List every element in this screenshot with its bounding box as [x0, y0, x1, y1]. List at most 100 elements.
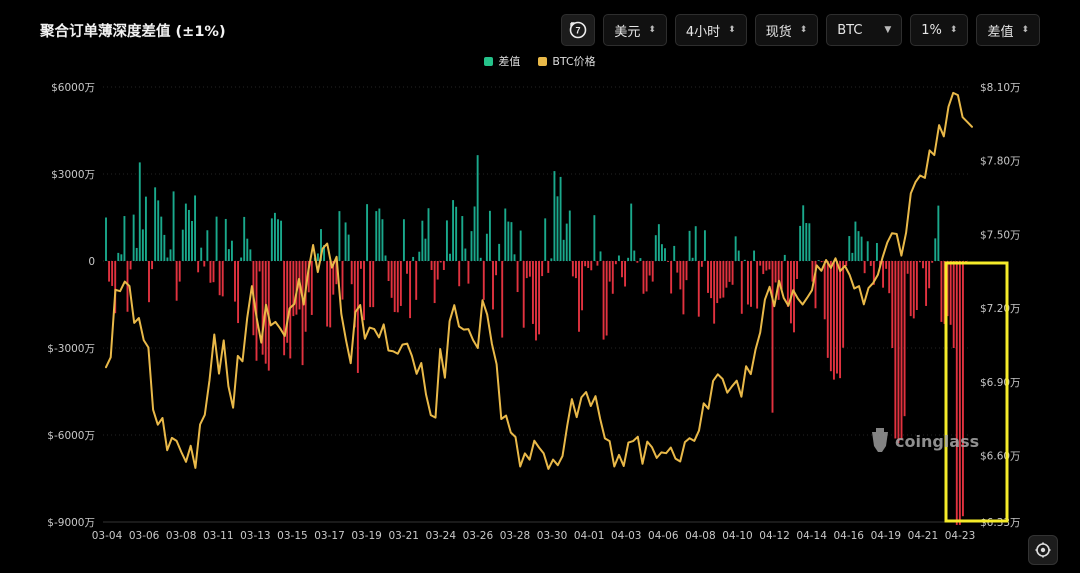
bar-positive: [117, 252, 120, 261]
bar-negative: [369, 261, 372, 308]
bar-positive: [848, 236, 851, 261]
bar-positive: [479, 257, 482, 261]
x-tick-label: 03-08: [166, 530, 197, 542]
bar-negative: [151, 261, 154, 270]
legend-swatch-diff: [484, 56, 494, 66]
bar-negative: [762, 261, 765, 275]
x-tick-label: 03-21: [388, 530, 419, 542]
bar-negative: [811, 261, 814, 282]
interval-select[interactable]: 4小时 ⬍: [674, 14, 747, 46]
metric-select[interactable]: 差值 ⬍: [976, 14, 1040, 46]
page-title: 聚合订单薄深度差值 (±1%): [40, 24, 226, 40]
watermark-text: coinglass: [895, 432, 979, 451]
bar-positive: [412, 256, 415, 261]
bar-positive: [166, 257, 169, 261]
bar-positive: [630, 203, 633, 261]
bar-positive: [559, 176, 562, 261]
y-left-tick-label: $-9000万: [47, 517, 95, 529]
bar-negative: [363, 261, 365, 321]
bar-negative: [531, 261, 534, 324]
bar-positive: [513, 254, 516, 261]
x-tick-label: 04-06: [648, 530, 679, 542]
bar-positive: [344, 222, 347, 261]
bar-positive: [464, 248, 467, 261]
bar-positive: [633, 250, 636, 261]
range-value: 1%: [921, 22, 942, 38]
symbol-value: BTC: [837, 22, 863, 38]
symbol-select[interactable]: BTC ▼: [826, 14, 903, 46]
bar-positive: [135, 247, 138, 261]
bar-negative: [310, 261, 313, 315]
toolbar: 7 美元 ⬍ 4小时 ⬍ 现货 ⬍ BTC ▼ 1% ⬍ 差值 ⬍: [561, 14, 1040, 46]
bar-negative: [814, 261, 817, 309]
x-tick-label: 03-19: [351, 530, 382, 542]
x-tick-label: 03-04: [92, 530, 123, 542]
bar-positive: [138, 162, 141, 261]
bar-positive: [851, 252, 854, 261]
x-tick-label: 04-14: [796, 530, 827, 542]
legend-item-price[interactable]: BTC价格: [538, 53, 596, 69]
bar-negative: [642, 261, 645, 294]
bar-negative: [258, 261, 261, 272]
bar-negative: [433, 261, 436, 304]
bar-negative: [516, 261, 519, 293]
bar-negative: [611, 261, 614, 294]
bar-positive: [378, 208, 381, 261]
bar-negative: [885, 261, 888, 269]
bar-negative: [823, 261, 826, 320]
bar-negative: [261, 261, 264, 355]
legend-item-diff[interactable]: 差值: [484, 53, 520, 69]
bar-negative: [897, 261, 900, 444]
bar-positive: [270, 218, 273, 261]
bar-positive: [181, 229, 184, 261]
bar-positive: [593, 215, 596, 261]
bar-negative: [774, 261, 777, 283]
refresh-button[interactable]: 7: [561, 14, 596, 46]
svg-text:7: 7: [576, 26, 581, 36]
bar-negative: [648, 261, 651, 276]
bar-negative: [768, 261, 771, 270]
bar-negative: [525, 261, 528, 279]
bar-negative: [651, 261, 654, 282]
bar-positive: [163, 234, 166, 261]
settings-button[interactable]: [1028, 535, 1058, 565]
bar-negative: [793, 261, 795, 333]
bar-negative: [946, 261, 949, 317]
bar-positive: [449, 253, 451, 261]
bar-negative: [439, 261, 442, 263]
bar-negative: [535, 261, 537, 341]
bar-negative: [129, 261, 132, 270]
bar-negative: [329, 261, 332, 328]
bar-negative: [842, 261, 845, 348]
bar-positive: [375, 211, 378, 261]
currency-value: 美元: [614, 24, 641, 40]
bar-positive: [875, 243, 878, 261]
bar-negative: [667, 261, 670, 262]
bar-positive: [424, 238, 427, 261]
bar-negative: [390, 261, 393, 298]
bar-negative: [415, 261, 418, 300]
bar-negative: [209, 261, 212, 283]
bar-negative: [596, 261, 599, 266]
bar-positive: [215, 216, 218, 261]
bar-positive: [507, 221, 510, 261]
range-select[interactable]: 1% ⬍: [910, 14, 969, 46]
bar-negative: [175, 261, 178, 301]
bar-negative: [148, 261, 150, 303]
bar-positive: [802, 205, 805, 261]
bar-positive: [657, 224, 660, 261]
bar-positive: [568, 210, 571, 261]
bar-positive: [504, 208, 507, 261]
bar-negative: [786, 261, 789, 307]
bar-positive: [599, 251, 602, 261]
bar-negative: [903, 261, 906, 417]
bar-negative: [759, 261, 762, 266]
bar-negative: [608, 261, 611, 282]
market-select[interactable]: 现货 ⬍: [754, 14, 819, 46]
bar-negative: [636, 261, 639, 263]
bar-positive: [246, 238, 249, 261]
bar-negative: [442, 261, 445, 270]
bar-negative: [301, 261, 304, 366]
currency-select[interactable]: 美元 ⬍: [603, 14, 667, 46]
